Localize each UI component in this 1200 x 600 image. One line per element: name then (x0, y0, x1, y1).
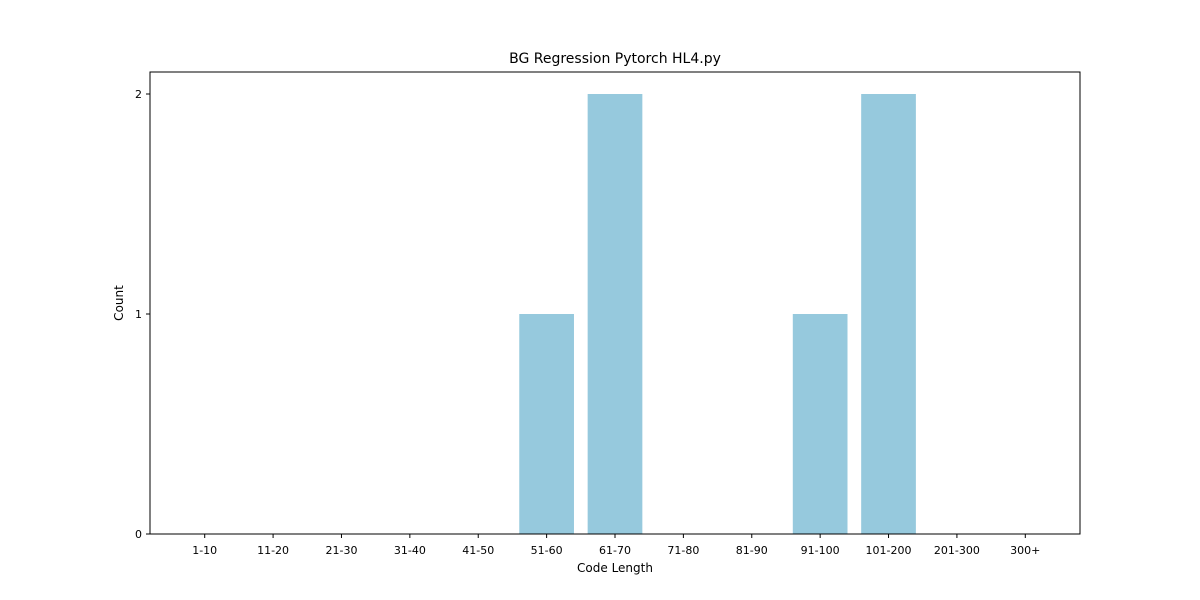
y-tick-label: 2 (135, 88, 142, 101)
y-tick-label: 0 (135, 528, 142, 541)
x-tick-label: 31-40 (394, 544, 426, 557)
x-tick-label: 300+ (1010, 544, 1040, 557)
x-tick-label: 201-300 (934, 544, 980, 557)
x-tick-label: 1-10 (192, 544, 217, 557)
y-tick-label: 1 (135, 308, 142, 321)
bar (587, 94, 643, 534)
x-tick-label: 91-100 (801, 544, 840, 557)
chart-title: BG Regression Pytorch HL4.py (509, 51, 721, 67)
x-tick-label: 21-30 (325, 544, 357, 557)
x-tick-label: 71-80 (667, 544, 699, 557)
x-tick-label: 41-50 (462, 544, 494, 557)
y-axis: 0 1 2 (135, 88, 150, 541)
bar (792, 314, 848, 534)
bar (519, 314, 574, 534)
x-axis: 1-10 11-20 21-30 31-40 41-50 51-60 61-70 71-80 8… (192, 534, 1040, 557)
x-tick-label: 11-20 (257, 544, 289, 557)
bar (861, 94, 916, 534)
x-tick-label: 51-60 (531, 544, 563, 557)
x-tick-label: 101-200 (866, 544, 912, 557)
x-tick-label: 61-70 (599, 544, 631, 557)
x-tick-label: 81-90 (736, 544, 768, 557)
bar-series (519, 94, 916, 534)
x-axis-label: Code Length (577, 561, 653, 575)
y-axis-label: Count (112, 285, 126, 321)
